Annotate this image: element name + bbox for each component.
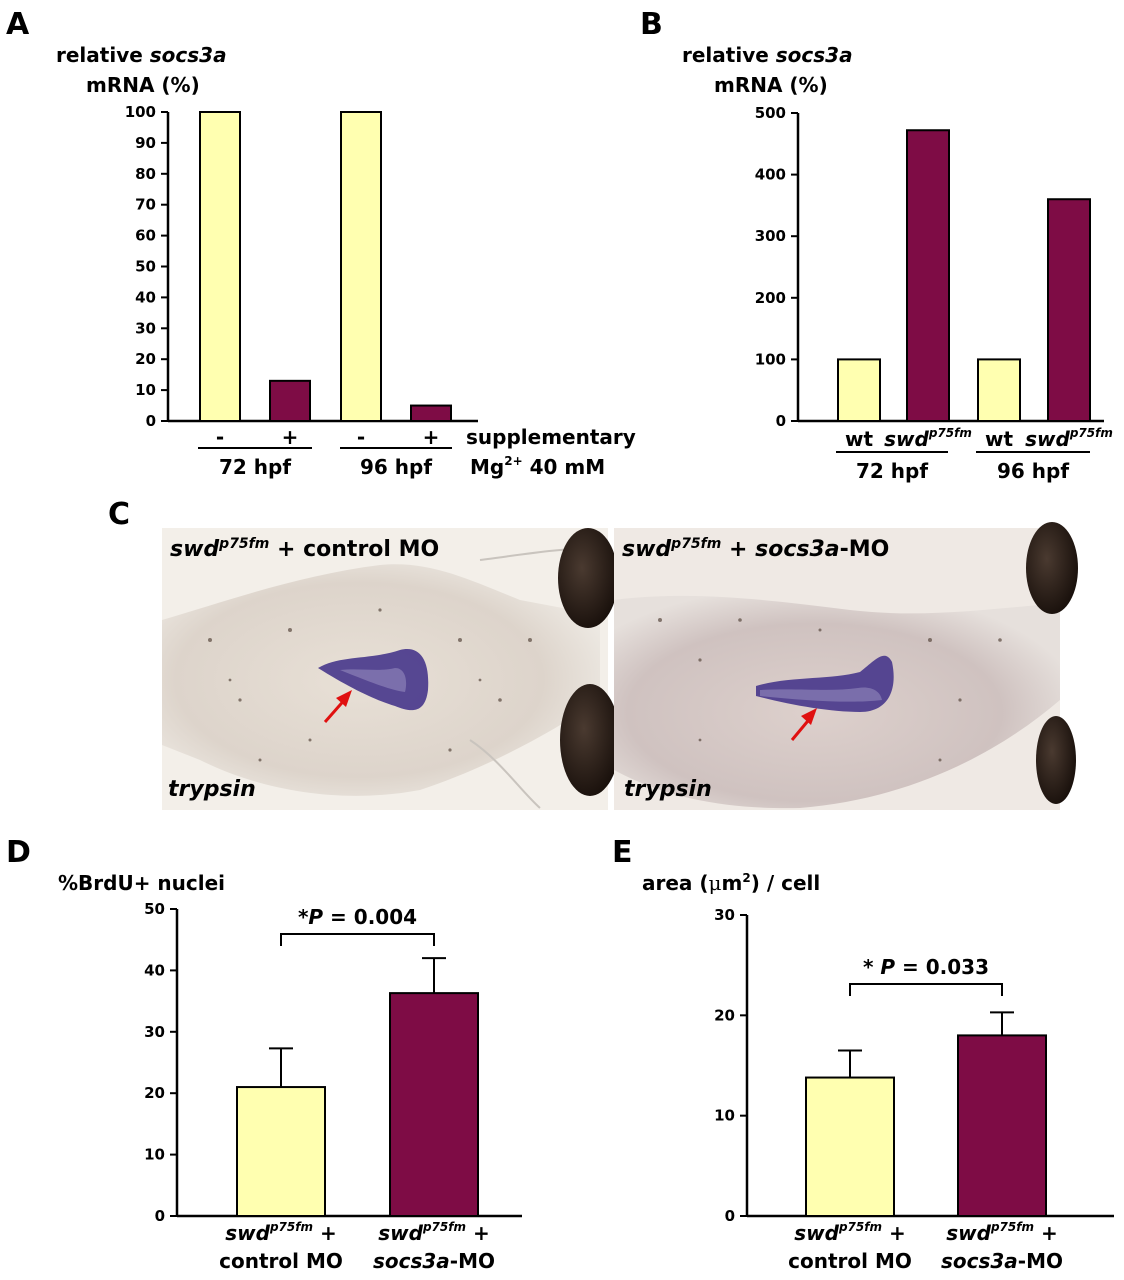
eye-shape-icon: [1036, 716, 1076, 804]
panel-a-ytick-label: 60: [135, 227, 156, 245]
panel-a-ytitle-line2: mRNA (%): [86, 73, 200, 97]
panel-b-bar: [837, 358, 881, 422]
panel-c-right-stain-label: trypsin: [624, 777, 712, 802]
panel-d-ytitle: %BrdU+ nuclei: [58, 871, 225, 895]
panel-d-ytick-label: 10: [144, 1146, 165, 1164]
panel-a-bar: [340, 111, 382, 422]
panel-b-bar: [1047, 198, 1091, 422]
panel-d-bar-label-line1: swdp75fm +: [378, 1220, 489, 1245]
panel-d-bar-label-line1: swdp75fm +: [225, 1220, 336, 1245]
panel-d-bar: [389, 992, 479, 1217]
panel-b-bar-label: swdp75fm: [884, 426, 972, 451]
panel-letter-d: D: [6, 835, 31, 870]
panel-d-ytick-label: 50: [144, 900, 165, 918]
panel-d-chart: %BrdU+ nuclei 0 10 20 30 40 50 swdp75fm + contr…: [58, 871, 522, 1273]
panel-b-group-label: 96 hpf: [997, 459, 1069, 483]
panel-a-bar: [269, 379, 311, 422]
panel-a-ytick-label: 50: [135, 258, 156, 276]
panel-d-ytick-label: 20: [144, 1084, 165, 1102]
panel-a-side-label-line1: supplementary: [466, 425, 636, 449]
panel-e-ytick-label: 0: [725, 1207, 735, 1225]
panel-e-bar: [805, 1076, 895, 1218]
eye-shape-icon: [558, 528, 618, 628]
panel-a-bar-label: +: [282, 425, 299, 449]
panel-e-bar-label-line1: swdp75fm +: [794, 1220, 905, 1245]
panel-b-bar: [977, 358, 1021, 422]
panel-b-ytick-label: 400: [755, 166, 786, 184]
panel-d-bar-label-line2: socs3a-MO: [373, 1249, 495, 1273]
panel-a-bar: [199, 111, 241, 422]
panel-d-significance-bracket: [280, 933, 435, 946]
panel-a-group-label: 72 hpf: [219, 455, 291, 479]
panel-letter-a: A: [6, 7, 30, 42]
panel-c-right-image: swdp75fm + socs3a-MO trypsin: [614, 522, 1078, 810]
panel-e-p-value: * P = 0.033: [863, 955, 989, 979]
panel-letter-c: C: [108, 497, 130, 532]
panel-a-ytick-label: 30: [135, 319, 156, 337]
panel-a-ytick-label: 40: [135, 288, 156, 306]
panel-b-ytick-label: 200: [755, 289, 786, 307]
panel-a-chart: relative socs3a mRNA (%) supplementary M…: [56, 43, 636, 479]
panel-b-ytick-label: 500: [755, 104, 786, 122]
panel-e-ytick-label: 10: [714, 1107, 735, 1125]
panel-a-ytick-label: 10: [135, 381, 156, 399]
panel-e-bar-label-line2: socs3a-MO: [941, 1249, 1063, 1273]
panel-d-bar-label-line2: control MO: [219, 1249, 343, 1273]
panel-e-ytitle: area (μm2) / cell: [642, 871, 820, 895]
panel-e-significance-bracket: [849, 983, 1003, 996]
panel-c-right-title: swdp75fm + socs3a-MO: [622, 536, 889, 562]
panel-b-ytick-label: 100: [755, 350, 786, 368]
panel-d-bar: [236, 1086, 326, 1218]
red-arrow-head-icon: [336, 690, 352, 707]
panel-letter-e: E: [612, 835, 633, 870]
panel-a-ytick-label: 90: [135, 134, 156, 152]
panel-b-bar-label: wt: [985, 427, 1013, 451]
panel-b-ytick-label: 0: [776, 412, 786, 430]
panel-d-ytick-label: 40: [144, 961, 165, 979]
panel-c-left-image: swdp75fm + control MO trypsin: [162, 528, 620, 810]
panel-b-bar-label: wt: [845, 427, 873, 451]
panel-a-ytick-label: 80: [135, 165, 156, 183]
eye-shape-icon: [1026, 522, 1078, 614]
panel-a-bar-label: +: [423, 425, 440, 449]
panel-b-bar-label: swdp75fm: [1025, 426, 1113, 451]
panel-a-ytitle-line1: relative socs3a: [56, 43, 227, 67]
panel-d-p-value: *P = 0.004: [298, 905, 417, 929]
panel-b-group-label: 72 hpf: [856, 459, 928, 483]
panel-c-images: swdp75fm + control MO trypsin swdp75fm +…: [162, 522, 1078, 810]
panel-a-side-label-line2: Mg2+ 40 mM: [470, 454, 605, 479]
panel-d-ytick-label: 30: [144, 1023, 165, 1041]
panel-letter-b: B: [640, 7, 663, 42]
panel-e-bar-label-line2: control MO: [788, 1249, 912, 1273]
panel-c-left-title: swdp75fm + control MO: [170, 536, 439, 562]
panel-b-chart: relative socs3a mRNA (%) 0 100 200 300 400 50…: [682, 43, 1113, 483]
red-arrow-head-icon: [801, 708, 817, 725]
panel-b-bar: [906, 129, 950, 423]
panel-c-left-stain-label: trypsin: [168, 777, 256, 802]
panel-b-ytitle-line2: mRNA (%): [714, 73, 828, 97]
panel-b-ytick-label: 300: [755, 227, 786, 245]
panel-e-ytick-label: 20: [714, 1006, 735, 1024]
panel-b-ytitle-line1: relative socs3a: [682, 43, 853, 67]
panel-a-ytick-label: 20: [135, 350, 156, 368]
panel-a-group-label: 96 hpf: [360, 455, 432, 479]
panel-e-chart: area (μm2) / cell 0 10 20 30 swdp75fm + contr…: [642, 871, 1114, 1273]
panel-e-bar: [957, 1034, 1047, 1218]
panel-a-ytick-label: 70: [135, 196, 156, 214]
panel-a-ytick-label: 100: [125, 103, 156, 121]
panel-a-bar-label: -: [216, 425, 224, 449]
panel-e-ytick-label: 30: [714, 906, 735, 924]
eye-shape-icon: [560, 684, 620, 796]
panel-d-ytick-label: 0: [155, 1207, 165, 1225]
panel-a-bar-label: -: [357, 425, 365, 449]
panel-a-ytick-label: 0: [146, 412, 156, 430]
panel-a-bar: [410, 404, 452, 422]
panel-e-bar-label-line1: swdp75fm +: [946, 1220, 1057, 1245]
